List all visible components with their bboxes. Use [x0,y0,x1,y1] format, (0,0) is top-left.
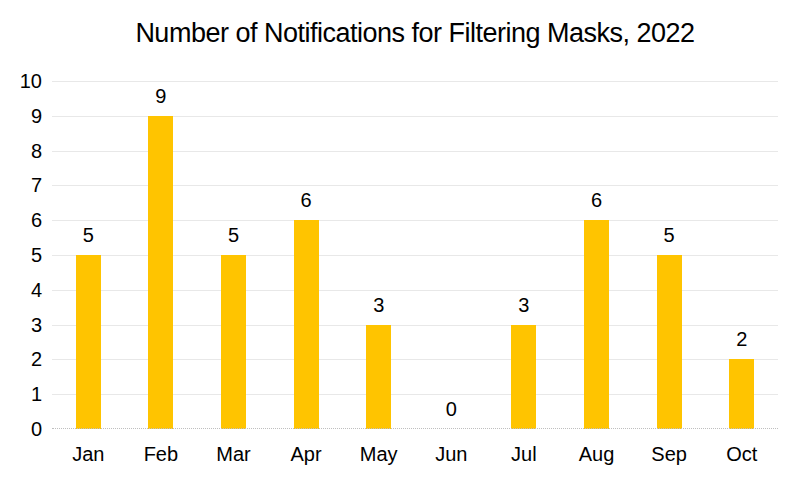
chart-title: Number of Notifications for Filtering Ma… [52,18,778,49]
plot-area: 5956303652 [52,81,778,429]
bar-value-label-apr: 6 [270,190,343,210]
bar-value-label-may: 3 [342,295,415,315]
x-tick-label-oct: Oct [705,444,778,464]
bar-may [366,325,391,429]
x-tick-label-apr: Apr [270,444,343,464]
x-tick-label-aug: Aug [560,444,633,464]
x-tick-label-feb: Feb [125,444,198,464]
y-tick-label-5: 5 [0,245,42,265]
bar-value-label-oct: 2 [705,329,778,349]
x-axis-baseline [52,428,778,429]
bar-feb [148,116,173,429]
bar-value-label-aug: 6 [560,190,633,210]
bar-chart: Number of Notifications for Filtering Ma… [0,0,800,481]
bar-value-label-sep: 5 [633,225,706,245]
y-tick-label-3: 3 [0,315,42,335]
y-tick-label-7: 7 [0,175,42,195]
y-tick-label-10: 10 [0,71,42,91]
y-tick-label-8: 8 [0,141,42,161]
bar-oct [729,359,754,429]
gridline-10 [52,81,778,82]
y-tick-label-9: 9 [0,106,42,126]
y-tick-label-2: 2 [0,349,42,369]
bar-aug [584,220,609,429]
x-tick-label-mar: Mar [197,444,270,464]
bar-apr [294,220,319,429]
x-tick-label-may: May [342,444,415,464]
y-tick-label-4: 4 [0,280,42,300]
bar-value-label-jul: 3 [488,295,561,315]
bar-jul [511,325,536,429]
bar-value-label-jan: 5 [52,225,125,245]
x-tick-label-sep: Sep [633,444,706,464]
bar-value-label-feb: 9 [125,86,198,106]
y-tick-label-1: 1 [0,384,42,404]
bar-sep [657,255,682,429]
y-tick-label-0: 0 [0,419,42,439]
y-tick-label-6: 6 [0,210,42,230]
x-tick-label-jun: Jun [415,444,488,464]
bar-jan [76,255,101,429]
bar-mar [221,255,246,429]
bar-value-label-mar: 5 [197,225,270,245]
bar-value-label-jun: 0 [415,399,488,419]
x-tick-label-jan: Jan [52,444,125,464]
x-tick-label-jul: Jul [488,444,561,464]
